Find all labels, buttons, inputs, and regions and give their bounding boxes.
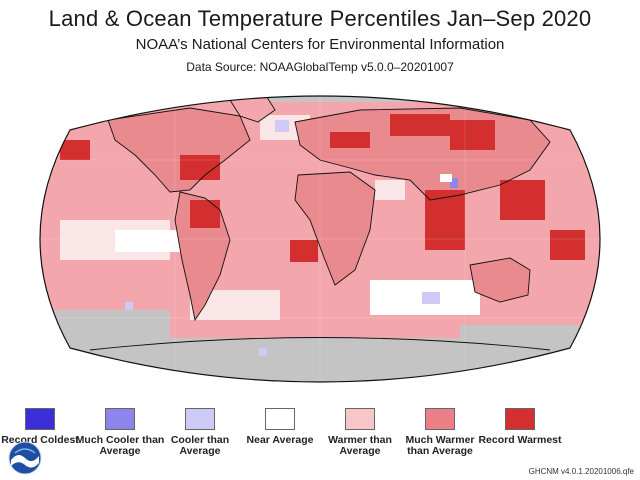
legend-swatch	[265, 408, 295, 430]
indian-ocean-cool	[422, 292, 440, 304]
east-siberia-record-warm	[450, 120, 495, 150]
southern-ocean-missing-west	[40, 310, 170, 340]
australia	[470, 258, 530, 302]
india-much-cooler	[450, 178, 458, 188]
gulf-record-warm	[180, 155, 220, 180]
version-text: GHCNM v4.0.1.20201006.qfe	[528, 467, 634, 476]
legend-label: Warmer than Average	[328, 434, 392, 457]
legend-swatch	[425, 408, 455, 430]
legend-label: Cooler than Average	[170, 434, 230, 457]
legend-swatch	[345, 408, 375, 430]
indian-ocean-record-warm	[425, 190, 465, 250]
temperature-percentile-map	[39, 95, 601, 383]
legend-label: Much Cooler than Average	[75, 434, 165, 457]
legend-item: Much Warmer than Average	[395, 408, 485, 457]
legend-label: Record Warmest	[478, 434, 562, 446]
europe-record-warm	[330, 132, 370, 148]
map-body	[40, 96, 600, 382]
legend-swatch	[105, 408, 135, 430]
india-near-average	[440, 174, 452, 182]
southern-ocean-missing-east	[460, 325, 600, 343]
antarctic-coast-cool	[259, 348, 267, 356]
central-pacific-record-warm	[550, 230, 585, 260]
legend-item: Record Warmest	[475, 408, 565, 446]
legend-item: Much Cooler than Average	[75, 408, 165, 457]
page-title: Land & Ocean Temperature Percentiles Jan…	[48, 6, 592, 31]
arabia-near-average	[375, 180, 405, 200]
gulf-of-guinea-record-warm	[290, 240, 318, 262]
coastlines	[89, 96, 551, 351]
greenland	[230, 96, 275, 122]
legend-item: Warmer than Average	[315, 408, 405, 457]
pacific-white	[115, 230, 185, 252]
page-subtitle: NOAA’s National Centers for Environmenta…	[135, 36, 505, 53]
north-pacific-record-warm	[60, 140, 90, 160]
north-america	[108, 108, 250, 192]
legend-item: Record Coldest	[0, 408, 85, 446]
siberia-record-warm	[390, 114, 450, 136]
world-map	[30, 80, 610, 398]
grid-lines	[40, 96, 600, 382]
africa	[295, 172, 375, 285]
south-pacific-cool	[125, 302, 133, 310]
legend-item: Cooler than Average	[155, 408, 245, 457]
legend-label: Record Coldest	[1, 434, 79, 446]
legend-swatch	[25, 408, 55, 430]
noaa-logo-icon	[8, 441, 42, 475]
caribbean-record-warm	[190, 200, 220, 228]
legend-label: Much Warmer than Average	[405, 434, 475, 457]
north-atlantic-cool	[275, 120, 289, 132]
west-pacific-record-warm	[500, 180, 545, 220]
data-source: Data Source: NOAAGlobalTemp v5.0.0–20201…	[186, 60, 454, 74]
arctic-missing	[40, 96, 600, 102]
legend-item: Near Average	[235, 408, 325, 446]
legend-label: Near Average	[246, 434, 314, 446]
legend-swatch	[505, 408, 535, 430]
legend-swatch	[185, 408, 215, 430]
